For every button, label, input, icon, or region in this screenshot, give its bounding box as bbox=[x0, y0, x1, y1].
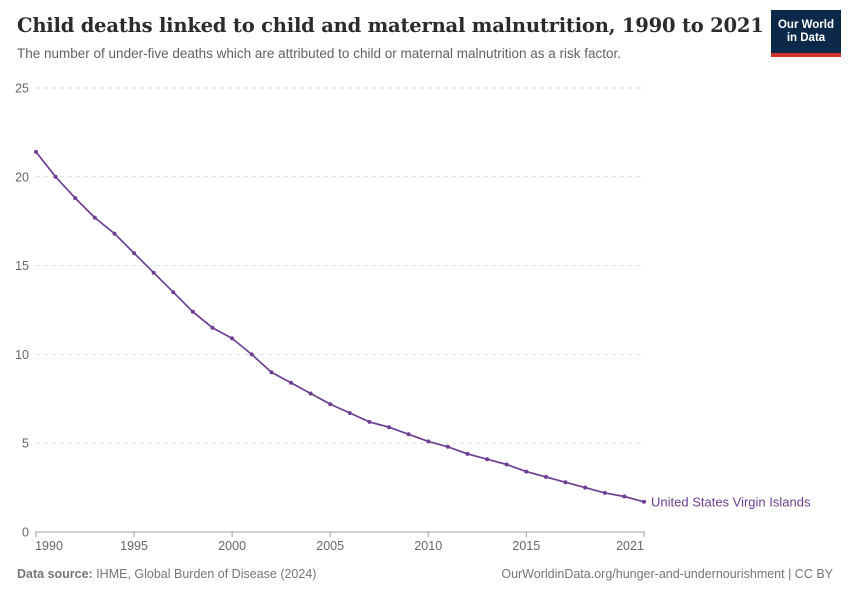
data-point[interactable] bbox=[485, 457, 490, 462]
x-tick-label: 1995 bbox=[120, 539, 148, 553]
data-point[interactable] bbox=[465, 451, 470, 456]
x-tick-label: 2010 bbox=[414, 539, 442, 553]
y-tick-label: 15 bbox=[15, 259, 29, 273]
credit-link[interactable]: OurWorldinData.org/hunger-and-undernouri… bbox=[501, 567, 833, 581]
data-point[interactable] bbox=[210, 325, 215, 330]
x-tick-label: 2000 bbox=[218, 539, 246, 553]
data-point[interactable] bbox=[53, 174, 58, 179]
owid-logo[interactable]: Our World in Data bbox=[771, 10, 841, 57]
data-point[interactable] bbox=[504, 462, 509, 467]
data-point[interactable] bbox=[347, 411, 352, 415]
data-point[interactable] bbox=[34, 149, 38, 154]
data-point[interactable] bbox=[445, 444, 450, 449]
chart-footer: Data source: IHME, Global Burden of Dise… bbox=[17, 567, 833, 581]
data-point[interactable] bbox=[73, 196, 78, 201]
data-point[interactable] bbox=[249, 352, 254, 357]
x-tick-label: 2021 bbox=[616, 539, 644, 553]
data-point[interactable] bbox=[367, 419, 372, 424]
owid-logo-line2: in Data bbox=[786, 31, 826, 44]
y-tick-label: 20 bbox=[15, 170, 29, 184]
data-point[interactable] bbox=[151, 270, 156, 275]
data-point[interactable] bbox=[563, 480, 568, 485]
y-tick-label: 0 bbox=[22, 526, 29, 540]
data-source-value: IHME, Global Burden of Disease (2024) bbox=[92, 567, 317, 581]
data-point[interactable] bbox=[426, 439, 431, 444]
owid-logo-line1: Our World bbox=[777, 18, 834, 31]
series-label[interactable]: United States Virgin Islands bbox=[651, 494, 811, 509]
data-point[interactable] bbox=[602, 490, 607, 495]
data-point[interactable] bbox=[622, 494, 627, 499]
chart-subtitle: The number of under-five deaths which ar… bbox=[17, 46, 622, 61]
y-tick-label: 25 bbox=[15, 82, 29, 96]
data-point[interactable] bbox=[112, 231, 117, 236]
data-point[interactable] bbox=[171, 290, 176, 295]
x-tick-label: 2005 bbox=[316, 539, 344, 553]
data-point[interactable] bbox=[387, 425, 391, 430]
data-point[interactable] bbox=[132, 251, 137, 256]
data-point[interactable] bbox=[308, 391, 313, 396]
page-title: Child deaths linked to child and materna… bbox=[17, 14, 764, 37]
data-point[interactable] bbox=[543, 474, 548, 479]
data-source: Data source: IHME, Global Burden of Dise… bbox=[17, 567, 316, 581]
chart-header: Child deaths linked to child and materna… bbox=[17, 14, 764, 61]
data-point[interactable] bbox=[642, 499, 646, 504]
data-point[interactable] bbox=[289, 380, 293, 385]
data-point[interactable] bbox=[583, 485, 588, 490]
data-source-label: Data source: bbox=[17, 567, 93, 581]
data-line[interactable] bbox=[35, 151, 645, 503]
data-point[interactable] bbox=[524, 469, 529, 474]
data-point[interactable] bbox=[230, 336, 235, 341]
data-point[interactable] bbox=[328, 402, 333, 407]
data-point[interactable] bbox=[190, 309, 195, 314]
data-point[interactable] bbox=[406, 432, 411, 437]
data-point[interactable] bbox=[92, 215, 97, 220]
y-tick-label: 10 bbox=[15, 348, 29, 362]
y-tick-label: 5 bbox=[22, 437, 29, 451]
x-tick-label: 2015 bbox=[512, 539, 540, 553]
x-tick-label: 1990 bbox=[35, 539, 63, 553]
data-point[interactable] bbox=[269, 370, 274, 375]
